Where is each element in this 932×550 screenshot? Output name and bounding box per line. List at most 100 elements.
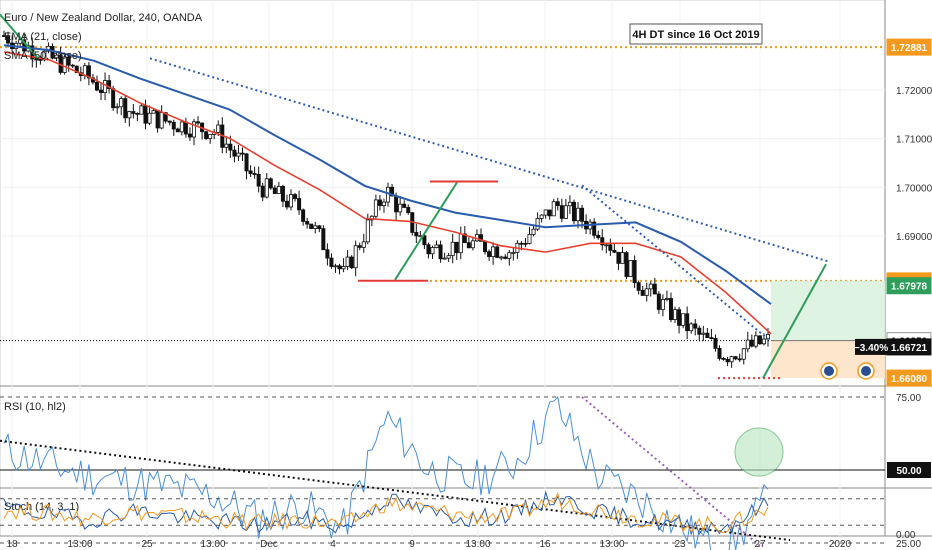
candle-body <box>268 178 273 189</box>
ema-legend: EMA (21, close) <box>4 31 82 43</box>
candle-body <box>725 358 730 363</box>
rsi-y-tick: 25.00 <box>896 539 921 550</box>
candle-body <box>555 201 560 206</box>
candle-body <box>280 186 285 202</box>
candle-body <box>127 111 132 119</box>
candle-body <box>381 201 386 206</box>
candle-body <box>159 112 164 129</box>
candle-body <box>737 358 742 361</box>
candle-body <box>167 120 172 123</box>
price-label: 1.66080 <box>891 374 928 385</box>
candle-body <box>123 98 128 119</box>
price-label: 1.67978 <box>891 282 928 293</box>
candle-body <box>592 221 597 236</box>
candle-body <box>434 244 439 248</box>
pattern-leg-line <box>394 181 458 281</box>
candle-body <box>86 65 91 79</box>
candle-body <box>523 242 528 245</box>
candle-body <box>426 244 431 255</box>
candle-body <box>511 252 516 254</box>
sma-50-line <box>3 44 772 305</box>
change-badge <box>855 338 887 355</box>
candle-body <box>353 245 358 269</box>
candle-body <box>677 309 682 326</box>
candle-body <box>99 89 104 93</box>
candle-body <box>70 64 75 67</box>
candle-body <box>491 246 496 257</box>
candle-body <box>390 186 395 197</box>
drawings-front <box>0 13 875 380</box>
candle-body <box>305 221 310 225</box>
y-tick-label: 1.72000 <box>896 86 932 97</box>
y-tick-label: 1.71000 <box>896 135 932 146</box>
candle-body <box>503 256 508 259</box>
x-tick-label: 25 <box>141 539 153 550</box>
chart-title: Euro / New Zealand Dollar, 240, OANDA <box>4 12 203 24</box>
candle-body <box>377 199 382 206</box>
candle-body <box>616 251 621 264</box>
candle-body <box>664 298 669 300</box>
candle-body <box>495 246 500 258</box>
candle-body <box>753 335 758 347</box>
candle-body <box>228 143 233 151</box>
candle-body <box>365 219 370 243</box>
candle-body <box>196 121 201 124</box>
candle-body <box>689 323 694 332</box>
candle-body <box>46 45 51 52</box>
candle-body <box>289 194 294 208</box>
candle-body <box>357 245 362 248</box>
candle-body <box>628 260 633 277</box>
candle-body <box>454 241 459 254</box>
candle-body <box>450 241 455 257</box>
candle-body <box>232 149 237 157</box>
candle-body <box>414 232 419 237</box>
candle-body <box>741 348 746 360</box>
candle-body <box>749 339 754 347</box>
candle-body <box>131 111 136 114</box>
candle-body <box>632 260 637 284</box>
candle-body <box>576 207 581 222</box>
candle-body <box>571 201 576 222</box>
candle-body <box>111 88 116 109</box>
stoch-d-line <box>3 491 769 534</box>
candle-body <box>660 298 665 310</box>
candle-body <box>276 186 281 194</box>
candle-body <box>535 218 540 230</box>
candle-body <box>135 112 140 115</box>
candle-body <box>398 203 403 213</box>
drawings-back <box>0 46 885 379</box>
candle-body <box>191 121 196 138</box>
candle-body <box>236 152 241 157</box>
ema-21-line <box>3 51 772 335</box>
candle-body <box>693 323 698 329</box>
stoch-title: Stoch (14, 3, 1) <box>4 501 79 513</box>
candle-body <box>422 235 427 246</box>
candle-body <box>685 313 690 332</box>
candle-body <box>636 282 641 291</box>
candle-body <box>487 251 492 257</box>
candle-body <box>151 110 156 114</box>
candle-body <box>107 80 112 90</box>
candle-body <box>179 121 184 133</box>
candle-body <box>652 283 657 295</box>
candle-body <box>2 35 7 37</box>
candle-body <box>733 356 738 360</box>
candle-body <box>187 133 192 138</box>
candle-body <box>171 121 176 130</box>
candle-body <box>297 198 302 211</box>
rsi-label-box <box>887 462 931 478</box>
candle-body <box>103 80 108 93</box>
y-tick-label: 1.69000 <box>896 232 932 243</box>
candle-body <box>373 199 378 217</box>
flag-icon <box>824 366 834 376</box>
x-tick-label: Dec <box>260 539 278 550</box>
candle-body <box>543 209 548 216</box>
candle-body <box>478 234 483 242</box>
candle-body <box>604 244 609 247</box>
candle-body <box>745 339 750 350</box>
candle-body <box>701 332 706 335</box>
sma-legend: SMA (50, close) <box>4 50 82 62</box>
candle-body <box>183 121 188 135</box>
